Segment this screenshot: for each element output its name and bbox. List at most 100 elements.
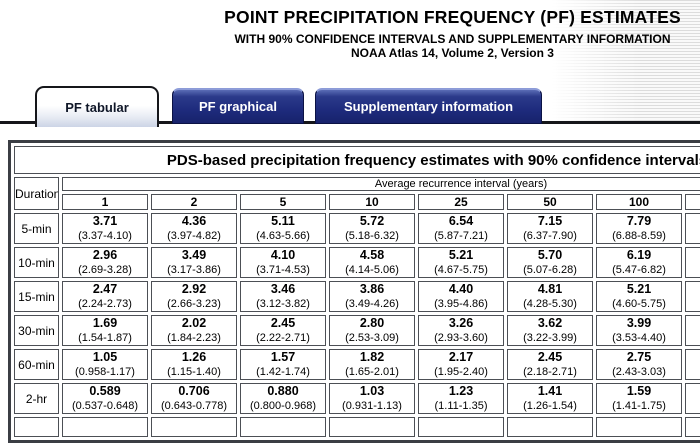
tab-pf-tabular[interactable]: PF tabular [35, 86, 159, 127]
pf-confidence-interval: (5.87-7.21) [434, 230, 488, 242]
pf-confidence-interval: (1.42-1.74) [256, 366, 310, 378]
pf-estimate-cell: 0.589 (0.537-0.648) [62, 383, 148, 414]
pds-table: PDS-based precipitation frequency estima… [11, 143, 700, 440]
clipped-cell [62, 417, 148, 437]
pf-estimate-cell: 3.62 (3.22-3.99) [507, 315, 593, 346]
ari-header: Average recurrence interval (years) [62, 177, 700, 191]
clipped-cell [240, 417, 326, 437]
ari-col-header-cutoff [685, 194, 700, 210]
pf-estimate-cell: 0.880 (0.800-0.968) [240, 383, 326, 414]
pf-value: 5.11 [271, 214, 295, 228]
pf-confidence-interval: (3.49-4.26) [345, 298, 399, 310]
pf-value: 5.21 [626, 282, 652, 296]
pf-value: 7.79 [626, 214, 652, 228]
pf-estimate-cell: 2.92 (2.66-3.23) [151, 281, 237, 312]
pf-value: 4.81 [537, 282, 563, 296]
pf-estimate-cell: 3.46 (3.12-3.82) [240, 281, 326, 312]
pf-confidence-interval: (1.41-1.75) [612, 400, 666, 412]
pf-value: 1.59 [626, 384, 652, 398]
pf-confidence-interval: (3.12-3.82) [256, 298, 310, 310]
pf-confidence-interval: (2.53-3.09) [345, 332, 399, 344]
pf-value: 2.45 [270, 316, 296, 330]
page-edition: NOAA Atlas 14, Volume 2, Version 3 [351, 46, 554, 60]
pf-confidence-interval: (6.88-8.59) [612, 230, 666, 242]
pf-estimate-cell: 2.96 (2.69-3.28) [62, 247, 148, 278]
pf-estimate-cell: 1.03 (0.931-1.13) [329, 383, 415, 414]
table-title: PDS-based precipitation frequency estima… [14, 146, 700, 174]
pf-value: 2.47 [92, 282, 118, 296]
pf-confidence-interval: (4.14-5.06) [345, 264, 399, 276]
pf-confidence-interval: (1.26-1.54) [523, 400, 577, 412]
pf-estimate-cell: 5.72 (5.18-6.32) [329, 213, 415, 244]
pf-value: 1.03 [359, 384, 385, 398]
pf-value: 5.72 [359, 214, 385, 228]
pf-estimate-cell: 3.99 (3.53-4.40) [596, 315, 682, 346]
pf-estimate-cell: 3.71 (3.37-4.10) [62, 213, 148, 244]
pf-estimate-cell: 1.05 (0.958-1.17) [62, 349, 148, 380]
pf-value: 4.10 [270, 248, 296, 262]
pf-value: 2.92 [181, 282, 207, 296]
pf-confidence-interval: (4.60-5.75) [612, 298, 666, 310]
pf-value: 4.36 [181, 214, 207, 228]
pf-value: 2.96 [92, 248, 118, 262]
table-row: 30-min 1.69 (1.54-1.87) 2.02 (1.84-2.23) 2.45… [14, 315, 700, 346]
pf-value: 5.70 [537, 248, 563, 262]
pf-confidence-interval: (3.97-4.82) [167, 230, 221, 242]
page-header: POINT PRECIPITATION FREQUENCY (PF) ESTIM… [0, 0, 700, 60]
ari-col-header: 50 [507, 194, 593, 210]
pf-value: 1.26 [181, 350, 207, 364]
table-title-row: PDS-based precipitation frequency estima… [14, 146, 700, 174]
pf-estimate-cell-cutoff [685, 383, 700, 414]
pf-estimate-cell: 2.47 (2.24-2.73) [62, 281, 148, 312]
pf-estimate-cell: 1.69 (1.54-1.87) [62, 315, 148, 346]
pf-value: 1.57 [270, 350, 296, 364]
pf-estimate-cell: 1.26 (1.15-1.40) [151, 349, 237, 380]
pf-value: 3.99 [626, 316, 652, 330]
clipped-cell [151, 417, 237, 437]
duration-label: 10-min [14, 247, 59, 278]
pf-value: 3.26 [448, 316, 474, 330]
pf-estimate-cell: 3.26 (2.93-3.60) [418, 315, 504, 346]
pf-confidence-interval: (1.11-1.35) [434, 400, 488, 412]
clipped-cell [418, 417, 504, 437]
pf-value: 1.82 [359, 350, 385, 364]
pf-confidence-interval: (2.24-2.73) [78, 298, 132, 310]
tab-supplementary-information[interactable]: Supplementary information [315, 88, 542, 124]
pf-estimate-cell: 2.45 (2.18-2.71) [507, 349, 593, 380]
ari-columns-row: 1 2 5 10 25 50 100 [14, 194, 700, 210]
pf-value: 2.17 [448, 350, 474, 364]
background-stripe-texture [552, 0, 700, 121]
pf-confidence-interval: (3.71-4.53) [256, 264, 310, 276]
tab-pf-graphical[interactable]: PF graphical [172, 88, 304, 124]
pf-estimate-cell: 7.15 (6.37-7.90) [507, 213, 593, 244]
pf-confidence-interval: (5.18-6.32) [345, 230, 399, 242]
pf-estimate-cell: 2.02 (1.84-2.23) [151, 315, 237, 346]
table-row: 2-hr 0.589 (0.537-0.648) 0.706 (0.643-0.778)… [14, 383, 700, 414]
pf-confidence-interval: (0.958-1.17) [75, 366, 135, 378]
pf-value: 0.589 [89, 384, 121, 398]
ari-col-header: 10 [329, 194, 415, 210]
pf-confidence-interval: (1.15-1.40) [167, 366, 221, 378]
pf-estimate-cell: 4.58 (4.14-5.06) [329, 247, 415, 278]
pf-confidence-interval: (1.54-1.87) [78, 332, 132, 344]
pf-value: 3.62 [537, 316, 563, 330]
pf-confidence-interval: (3.53-4.40) [612, 332, 666, 344]
pf-value: 6.19 [626, 248, 652, 262]
duration-header: Duration [14, 177, 59, 210]
pf-confidence-interval: (3.22-3.99) [523, 332, 577, 344]
pf-confidence-interval: (0.800-0.968) [249, 400, 317, 412]
pf-value: 2.45 [537, 350, 563, 364]
pf-estimate-cell: 4.36 (3.97-4.82) [151, 213, 237, 244]
pf-estimate-cell-cutoff [685, 349, 700, 380]
pf-confidence-interval: (5.47-6.82) [612, 264, 666, 276]
pf-value: 6.54 [448, 214, 474, 228]
pf-estimate-cell: 0.706 (0.643-0.778) [151, 383, 237, 414]
pf-estimate-cell: 3.86 (3.49-4.26) [329, 281, 415, 312]
pf-confidence-interval: (2.22-2.71) [256, 332, 310, 344]
pf-estimate-cell: 1.23 (1.11-1.35) [418, 383, 504, 414]
pf-value: 3.46 [270, 282, 296, 296]
pf-confidence-interval: (3.95-4.86) [434, 298, 488, 310]
ari-col-header: 1 [62, 194, 148, 210]
pf-confidence-interval: (2.93-3.60) [434, 332, 488, 344]
